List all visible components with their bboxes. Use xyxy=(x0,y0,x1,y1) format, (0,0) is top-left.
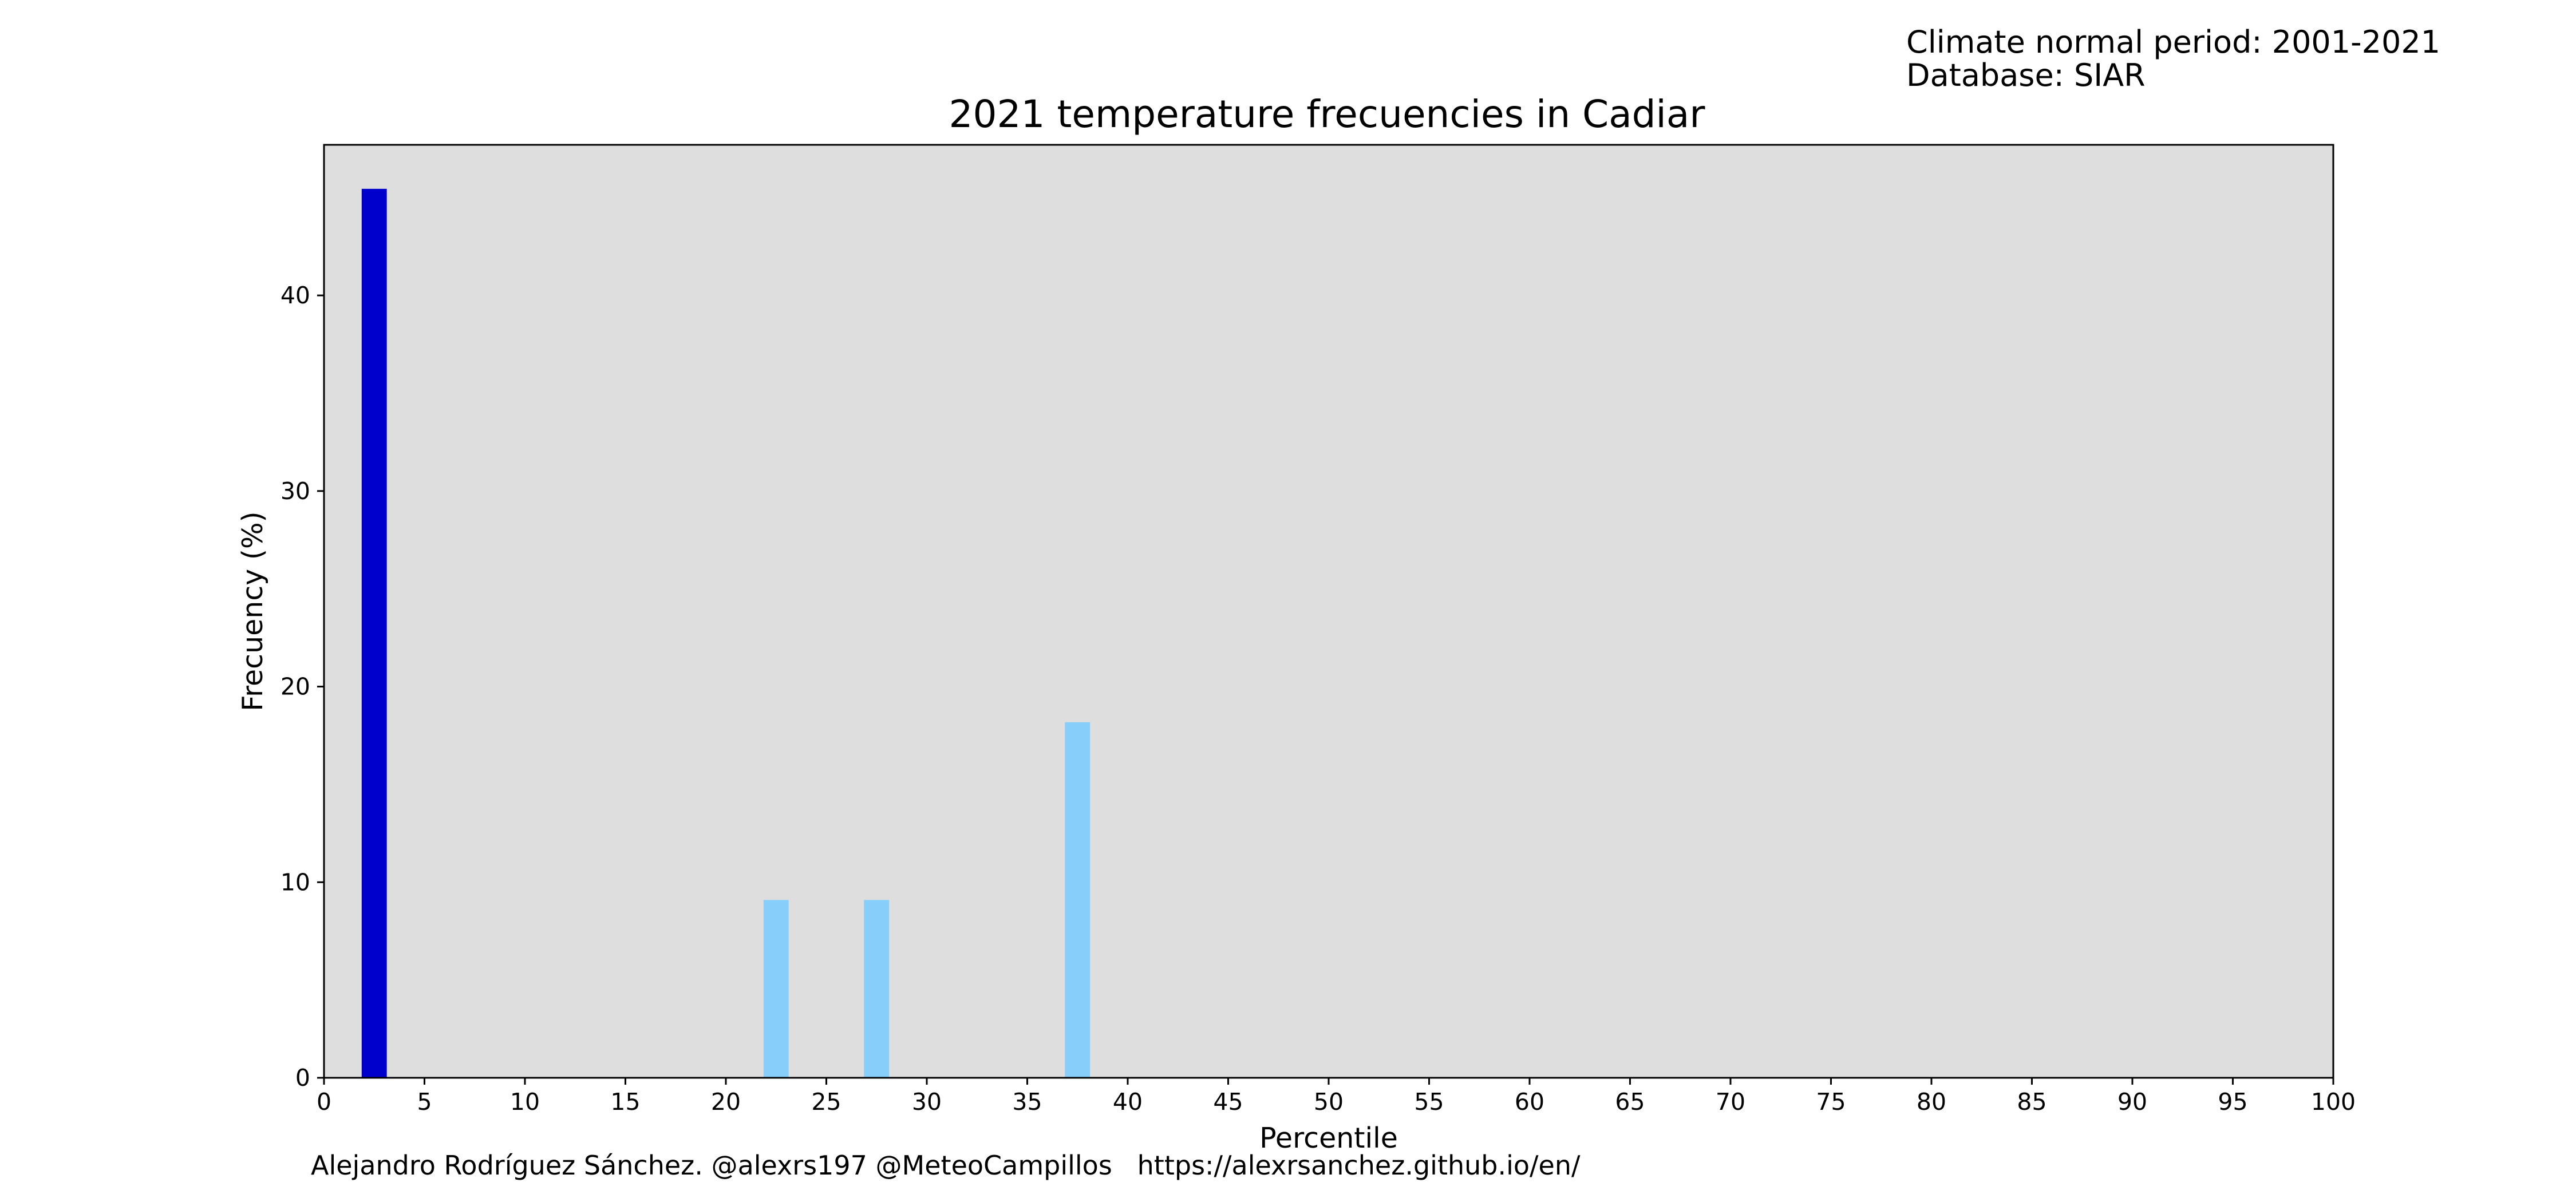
x-tick-label: 80 xyxy=(1917,1088,1946,1116)
bars-layer xyxy=(361,188,1091,1078)
plot-area xyxy=(324,145,2333,1078)
x-tick-label: 85 xyxy=(2017,1088,2046,1116)
x-axis-ticks: 0 5 10 15 20 25 30 35 40 45 50 55 60 65 70 75 80 85 90 95 10… xyxy=(317,1078,2356,1116)
y-axis-label: Frecuency (%) xyxy=(236,511,269,711)
x-tick-label: 90 xyxy=(2117,1088,2147,1116)
x-tick-label: 15 xyxy=(610,1088,640,1116)
x-tick-label: 65 xyxy=(1615,1088,1645,1116)
bar-percentile-22.5 xyxy=(763,900,789,1078)
x-tick-label: 0 xyxy=(317,1088,331,1116)
x-tick-label: 100 xyxy=(2311,1088,2356,1116)
database-label: Database: SIAR xyxy=(1906,57,2146,93)
y-tick-label: 30 xyxy=(280,477,310,505)
y-tick-label: 20 xyxy=(280,673,310,701)
x-tick-label: 10 xyxy=(510,1088,540,1116)
chart-title: 2021 temperature frecuencies in Cadiar xyxy=(949,92,1706,136)
bar-percentile-37.5 xyxy=(1065,722,1091,1078)
y-tick-label: 40 xyxy=(280,282,310,309)
x-tick-label: 35 xyxy=(1012,1088,1042,1116)
x-tick-label: 60 xyxy=(1515,1088,1544,1116)
x-tick-label: 75 xyxy=(1816,1088,1846,1116)
climate-normal-label: Climate normal period: 2001-2021 xyxy=(1906,24,2440,60)
x-tick-label: 95 xyxy=(2218,1088,2247,1116)
y-tick-label: 0 xyxy=(295,1064,310,1092)
x-axis-label: Percentile xyxy=(1259,1122,1398,1154)
x-tick-label: 20 xyxy=(711,1088,741,1116)
x-tick-label: 40 xyxy=(1113,1088,1143,1116)
x-tick-label: 50 xyxy=(1314,1088,1344,1116)
footer-credits: Alejandro Rodríguez Sánchez. @alexrs197 … xyxy=(311,1150,1581,1181)
x-tick-label: 45 xyxy=(1213,1088,1243,1116)
x-tick-label: 25 xyxy=(811,1088,841,1116)
x-tick-label: 30 xyxy=(912,1088,942,1116)
x-tick-label: 5 xyxy=(417,1088,432,1116)
x-tick-label: 70 xyxy=(1716,1088,1745,1116)
x-tick-label: 55 xyxy=(1414,1088,1444,1116)
bar-percentile-27.5 xyxy=(864,900,890,1078)
y-tick-label: 10 xyxy=(280,868,310,896)
y-axis-ticks: 0 10 20 30 40 xyxy=(280,282,324,1092)
bar-percentile-2.5 xyxy=(361,188,387,1078)
